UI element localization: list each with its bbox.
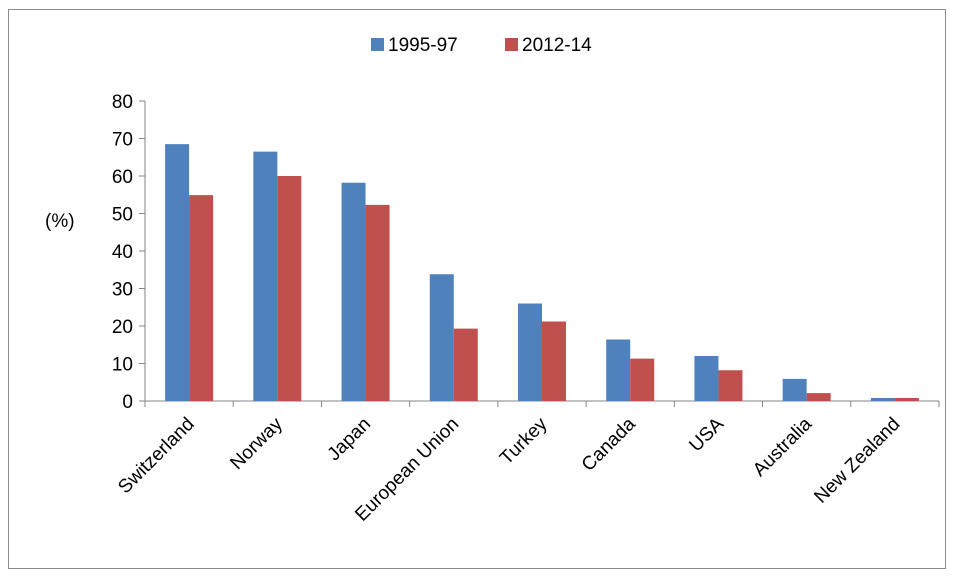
y-tick-label: 40 bbox=[112, 242, 133, 263]
bars bbox=[165, 144, 919, 401]
x-tick-label: Norway bbox=[226, 413, 287, 474]
y-tick-label: 50 bbox=[112, 205, 133, 226]
y-tick-label: 70 bbox=[112, 130, 133, 151]
y-tick-label: 60 bbox=[112, 167, 133, 188]
bar-2012-14-switzerland bbox=[189, 195, 214, 401]
bar-2012-14-norway bbox=[277, 176, 302, 401]
chart-frame bbox=[8, 9, 946, 569]
y-axis-label: (%) bbox=[45, 211, 75, 232]
bar-2012-14-usa bbox=[718, 370, 743, 401]
x-tick-label: Switzerland bbox=[114, 414, 198, 498]
x-tick-label: Turkey bbox=[496, 413, 552, 469]
bar-2012-14-turkey bbox=[542, 321, 566, 401]
bar-1995-97-norway bbox=[253, 151, 278, 401]
bar-1995-97-european-union bbox=[429, 274, 454, 401]
legend-swatch-1995-97 bbox=[371, 38, 384, 51]
x-tick-label: USA bbox=[685, 413, 728, 456]
bar-1995-97-japan bbox=[341, 182, 366, 401]
legend-label-2012-14: 2012-14 bbox=[522, 35, 592, 56]
y-tick-label: 80 bbox=[112, 92, 133, 113]
bar-1995-97-switzerland bbox=[165, 144, 190, 401]
y-tick-label: 0 bbox=[122, 392, 133, 413]
legend-label-1995-97: 1995-97 bbox=[388, 35, 458, 56]
y-tick-label: 30 bbox=[112, 280, 133, 301]
bar-2012-14-australia bbox=[806, 393, 831, 401]
bar-2012-14-european-union bbox=[453, 328, 478, 401]
bar-2012-14-canada bbox=[630, 358, 655, 401]
bar-1995-97-canada bbox=[606, 339, 631, 401]
legend-swatch-2012-14 bbox=[505, 38, 518, 51]
bar-1995-97-usa bbox=[694, 356, 719, 401]
bar-1995-97-australia bbox=[782, 378, 807, 401]
bar-1995-97-turkey bbox=[518, 303, 542, 401]
x-tick-label: New Zealand bbox=[810, 414, 904, 508]
y-axis: 0 10 20 30 40 50 60 70 80 bbox=[112, 92, 146, 413]
x-tick-label: Japan bbox=[324, 414, 375, 465]
y-tick-label: 10 bbox=[112, 355, 133, 376]
x-tick-label: Australia bbox=[749, 413, 816, 480]
legend: 1995-97 2012-14 bbox=[371, 35, 592, 56]
bar-2012-14-new-zealand bbox=[894, 398, 919, 401]
bar-2012-14-japan bbox=[365, 204, 390, 401]
bar-1995-97-new-zealand bbox=[870, 398, 895, 401]
x-axis bbox=[144, 400, 940, 407]
y-tick-label: 20 bbox=[112, 317, 133, 338]
x-tick-label: Canada bbox=[578, 413, 640, 475]
